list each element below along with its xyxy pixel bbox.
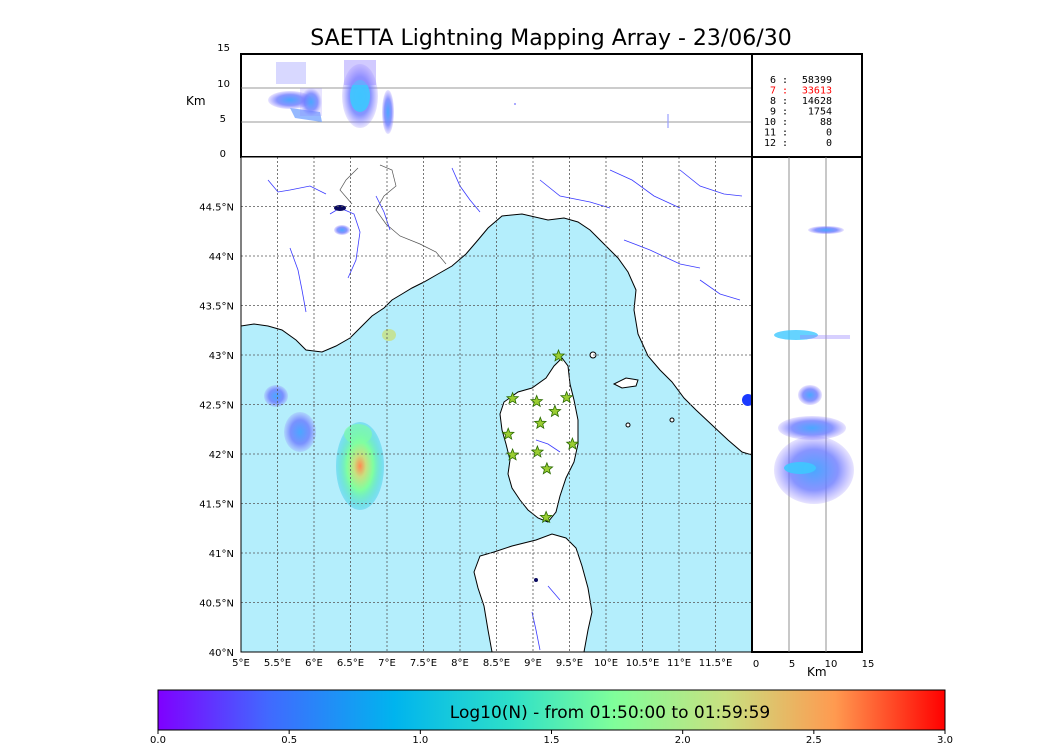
lon-tick-label: 6.5°E [337, 658, 364, 669]
stat-number: 12 [764, 138, 776, 149]
station-star-marker [501, 427, 515, 440]
top-ytick-0: 0 [220, 149, 226, 160]
right-xlabel: Km [807, 665, 827, 679]
station-star-marker [559, 390, 574, 404]
stat-count: 58399 [802, 75, 832, 86]
stat-separator: : [782, 128, 788, 139]
lon-tick-label: 5.5°E [264, 658, 291, 669]
stat-count: 0 [826, 128, 832, 139]
stat-number: 8 [770, 96, 776, 107]
stat-count: 0 [826, 138, 832, 149]
station-star-marker [505, 391, 520, 405]
lon-tick-label: 10.5°E [626, 658, 660, 669]
lat-tick-label: 44.5°N [199, 203, 234, 214]
figure-title: SAETTA Lightning Mapping Array - 23/06/3… [310, 26, 791, 51]
lightning-cells-map [264, 225, 396, 510]
stat-separator: : [782, 75, 788, 86]
station-star-marker [505, 447, 520, 461]
station-markers [501, 348, 580, 524]
rivers [267, 167, 743, 651]
station-star-marker [548, 404, 562, 418]
mainland-land [241, 157, 752, 456]
station-star-marker [540, 461, 554, 475]
stat-number: 6 [770, 75, 776, 86]
colorbar-title: Log10(N) - from 01:50:00 to 01:59:59 [450, 703, 770, 723]
station-star-marker [551, 348, 566, 362]
station-star-marker [533, 416, 548, 430]
top-ytick-15: 15 [217, 43, 230, 54]
stat-number: 7 [770, 86, 776, 97]
right-xtick-5: 5 [789, 659, 795, 670]
elba-island [612, 377, 639, 389]
right-xtick-10: 10 [825, 659, 838, 670]
lon-tick-label: 8°E [451, 658, 469, 669]
lon-tick-label: 6°E [305, 658, 323, 669]
lon-tick-label: 11.5°E [699, 658, 733, 669]
altitude-panel-top: 15 10 5 0 Km [186, 43, 753, 160]
lon-tick-label: 7.5°E [410, 658, 437, 669]
colorbar-tick-label: 2.5 [806, 735, 822, 746]
station-star-marker [529, 394, 544, 408]
colorbar-tick-label: 0.5 [281, 735, 297, 746]
stat-count: 14628 [802, 96, 832, 107]
colorbar-tick-label: 3.0 [937, 735, 953, 746]
lat-tick-label: 41.5°N [199, 500, 234, 511]
colorbar-tick-label: 0.0 [150, 735, 166, 746]
stat-separator: : [782, 138, 788, 149]
stat-count: 88 [820, 117, 832, 128]
colorbar: Log10(N) - from 01:50:00 to 01:59:59 0.0… [150, 689, 953, 746]
colorbar-gradient [157, 689, 946, 731]
stat-separator: : [782, 86, 788, 97]
altitude-sources-right [774, 226, 854, 504]
lon-tick-label: 8.5°E [483, 658, 510, 669]
colorbar-tick-label: 1.5 [544, 735, 560, 746]
stat-number: 10 [764, 117, 776, 128]
stat-separator: : [782, 96, 788, 107]
map-panel: 5°E 5.5°E 6°E 6.5°E 7°E 7.5°E 8°E 8.5°E 9°E 9.5°E… [199, 156, 753, 669]
stat-count: 1754 [808, 107, 832, 118]
top-ylabel: Km [186, 94, 206, 108]
stat-count: 33613 [802, 86, 832, 97]
right-xtick-0: 0 [753, 659, 759, 670]
colorbar-tick-label: 1.0 [412, 735, 428, 746]
lat-tick-label: 42°N [209, 450, 234, 461]
lon-tick-label: 11°E [667, 658, 691, 669]
lon-tick-label: 9°E [524, 658, 542, 669]
lat-tick-label: 44°N [209, 252, 234, 263]
lon-tick-label: 9.5°E [556, 658, 583, 669]
station-star-marker [530, 444, 545, 458]
lat-tick-label: 43°N [209, 351, 234, 362]
lat-tick-label: 40.5°N [199, 599, 234, 610]
colorbar-tick-label: 2.0 [675, 735, 691, 746]
corsica-land [499, 357, 579, 523]
lat-tick-label: 43.5°N [199, 302, 234, 313]
lat-tick-label: 41°N [209, 549, 234, 560]
lon-tick-label: 7°E [378, 658, 396, 669]
right-xtick-15: 15 [862, 659, 875, 670]
altitude-sources-top [268, 60, 669, 134]
stats-panel: 6: 58399 7: 33613 8: 14628 9: 1754 10: 88 11: 0 12: 0 [751, 53, 863, 158]
lon-tick-label: 10°E [594, 658, 618, 669]
station-star-marker [565, 436, 580, 450]
stat-separator: : [782, 117, 788, 128]
stat-number: 9 [770, 107, 776, 118]
stat-number: 11 [764, 128, 776, 139]
altitude-panel-right: 0 5 10 15 Km [751, 156, 875, 679]
lat-tick-label: 42.5°N [199, 401, 234, 412]
top-ytick-5: 5 [220, 114, 226, 125]
station-star-marker [539, 510, 553, 524]
lat-tick-label: 40°N [209, 648, 234, 659]
stat-separator: : [782, 107, 788, 118]
lon-tick-label: 5°E [232, 658, 250, 669]
edge-marker [742, 394, 752, 406]
top-ytick-10: 10 [217, 79, 230, 90]
